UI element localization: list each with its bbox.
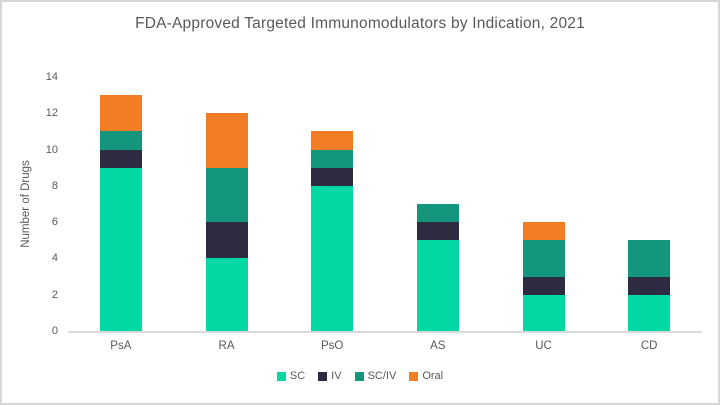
legend-label: Oral: [422, 370, 444, 382]
bar-segment-UC-IV: [522, 276, 565, 295]
bar-UC: [522, 77, 565, 331]
y-tick-label: 0: [51, 325, 58, 337]
bar-segment-AS-IV: [416, 222, 459, 241]
bar-segment-PsO-IV: [311, 167, 354, 186]
bar-segment-RA-SC-IV: [205, 167, 248, 223]
x-axis-labels: PsA RA PsO AS UC CD: [68, 340, 702, 356]
y-tick-label: 10: [45, 143, 58, 156]
bar-segment-CD-IV: [628, 276, 671, 295]
y-tick-label: 12: [45, 107, 58, 120]
y-tick-label: 4: [51, 252, 58, 265]
legend-label: IV: [331, 370, 342, 382]
x-axis-line: [68, 331, 702, 333]
bar-segment-PsO-SC-IV: [311, 149, 354, 168]
bar-PsA: [99, 77, 142, 331]
bar-segment-PsA-SC: [99, 167, 142, 331]
bar-RA: [205, 77, 248, 331]
legend-item-SC-IV: SC/IV: [354, 370, 397, 382]
bar-segment-AS-SC: [416, 240, 459, 331]
bar-segment-PsO-Oral: [311, 131, 354, 150]
plot-area: [68, 77, 702, 333]
legend-label: SC/IV: [367, 370, 397, 382]
legend-label: SC: [289, 370, 306, 382]
y-axis-tick-labels: 0 2 4 6 8 10 12 14: [2, 71, 58, 337]
legend-swatch-icon: [276, 371, 286, 381]
legend: SC IV SC/IV Oral: [2, 370, 718, 382]
legend-item-Oral: Oral: [409, 370, 443, 382]
y-tick-label: 14: [45, 71, 58, 83]
bar-segment-RA-Oral: [205, 113, 248, 168]
bar-segment-UC-Oral: [522, 222, 565, 241]
bar-segment-RA-IV: [205, 222, 248, 259]
legend-item-IV: IV: [318, 370, 342, 382]
x-axis-label-UC: UC: [535, 340, 552, 352]
legend-swatch-icon: [409, 371, 419, 381]
bar-CD: [628, 77, 671, 331]
bar-segment-AS-SC-IV: [416, 204, 459, 223]
legend-item-SC: SC: [276, 370, 306, 382]
y-tick-label: 8: [51, 179, 58, 192]
bar-segment-CD-SC-IV: [628, 240, 671, 277]
bar-segment-PsA-IV: [99, 149, 142, 168]
x-axis-label-PsO: PsO: [320, 340, 344, 352]
bar-segment-PsO-SC: [311, 185, 354, 331]
bar-segment-UC-SC-IV: [522, 240, 565, 277]
y-tick-label: 2: [51, 288, 58, 301]
bar-segment-UC-SC: [522, 294, 565, 331]
chart-title: FDA-Approved Targeted Immunomodulators b…: [135, 15, 585, 32]
bar-segment-PsA-SC-IV: [99, 131, 142, 150]
x-axis-label-PsA: PsA: [110, 340, 132, 352]
bar-segment-RA-SC: [205, 258, 248, 331]
y-tick-label: 6: [51, 216, 58, 229]
bar-segment-PsA-Oral: [99, 95, 142, 132]
bar-AS: [416, 77, 459, 331]
x-axis-label-CD: CD: [640, 340, 658, 352]
bar-PsO: [311, 77, 354, 331]
legend-swatch-icon: [354, 371, 364, 381]
x-axis-label-AS: AS: [430, 340, 446, 352]
bar-segment-CD-SC: [628, 294, 671, 331]
x-axis-label-RA: RA: [218, 340, 235, 352]
legend-swatch-icon: [318, 371, 328, 381]
